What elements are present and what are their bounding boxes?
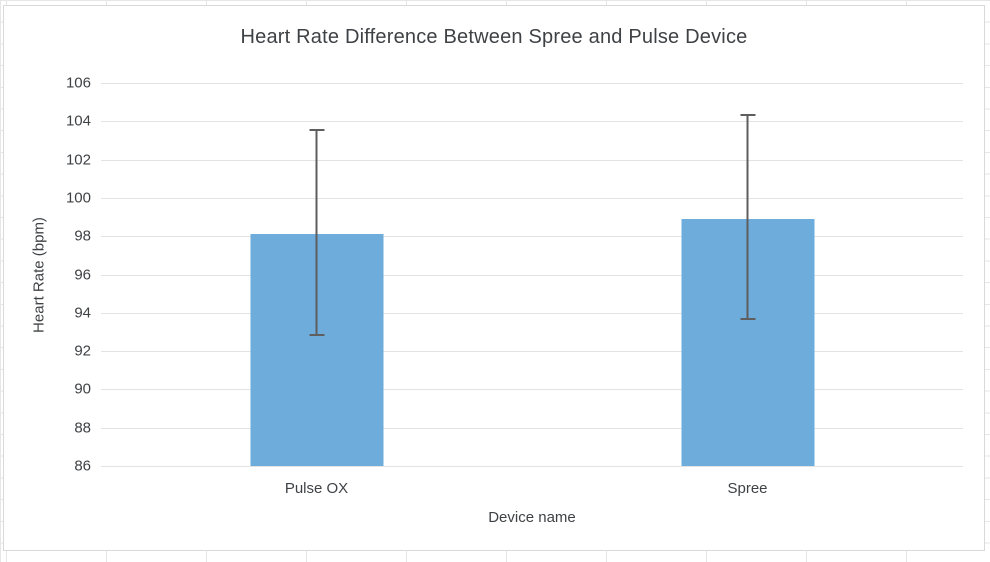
error-bar[interactable]: [309, 128, 324, 336]
error-bar-cap-top: [309, 128, 324, 131]
y-tick-label: 102: [65, 151, 91, 169]
error-bar[interactable]: [740, 113, 755, 321]
error-bar-cap-bottom: [740, 318, 755, 321]
gridline: [101, 197, 963, 199]
gridline: [101, 121, 963, 123]
y-tick-label: 94: [74, 304, 91, 322]
error-bar-line: [746, 113, 749, 321]
y-tick-label: 86: [74, 457, 91, 475]
error-bar-line: [315, 128, 318, 336]
x-tick-label: Spree: [727, 480, 768, 497]
y-tick-label: 92: [74, 342, 91, 360]
gridline: [101, 427, 963, 429]
y-tick-label: 88: [74, 419, 91, 437]
y-tick-label: 100: [65, 189, 91, 207]
gridline: [101, 351, 963, 353]
error-bar-cap-bottom: [309, 333, 324, 336]
gridline: [101, 274, 963, 276]
gridline: [101, 466, 963, 467]
chart-title[interactable]: Heart Rate Difference Between Spree and …: [240, 26, 748, 48]
gridline: [101, 312, 963, 314]
gridline: [101, 236, 963, 238]
gridline: [101, 159, 963, 161]
error-bar-cap-top: [740, 113, 755, 116]
y-tick-label: 98: [74, 227, 91, 245]
y-tick-label: 104: [65, 112, 91, 130]
x-tick-label: Pulse OX: [284, 480, 349, 497]
chart-card[interactable]: Heart Rate Difference Between Spree and …: [3, 5, 985, 551]
y-tick-label: 90: [74, 380, 91, 398]
plot-area: Heart Rate (bpm) Device name 86 88 90 92 94 9…: [31, 75, 963, 526]
y-tick-label: 96: [74, 266, 91, 283]
gridline: [101, 389, 963, 391]
x-axis-title[interactable]: Device name: [488, 509, 576, 526]
y-tick-label: 106: [65, 74, 91, 92]
gridline: [101, 83, 963, 84]
